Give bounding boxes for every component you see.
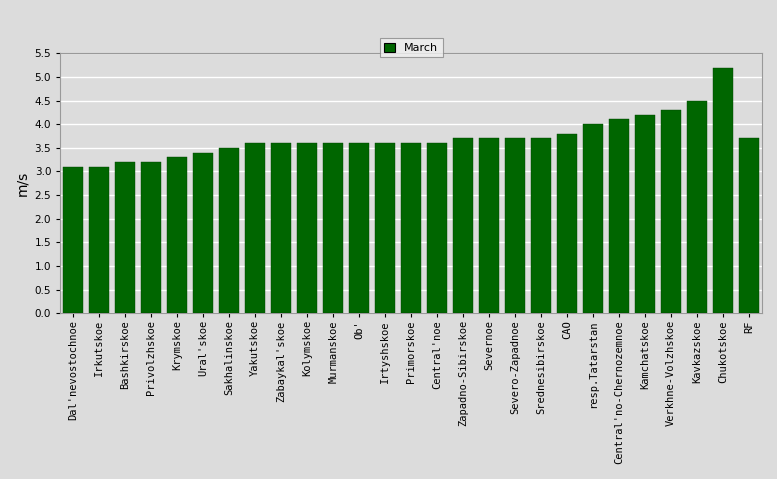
Bar bbox=[167, 157, 187, 313]
Bar bbox=[89, 167, 109, 313]
Bar bbox=[375, 143, 395, 313]
Bar bbox=[479, 138, 499, 313]
Bar bbox=[350, 143, 369, 313]
Bar bbox=[298, 143, 317, 313]
Bar bbox=[584, 124, 603, 313]
Bar bbox=[271, 143, 291, 313]
Bar bbox=[531, 138, 551, 313]
Bar bbox=[713, 68, 733, 313]
Bar bbox=[609, 119, 629, 313]
Bar bbox=[636, 115, 655, 313]
Bar bbox=[453, 138, 473, 313]
Bar bbox=[427, 143, 447, 313]
Bar bbox=[739, 138, 759, 313]
Bar bbox=[116, 162, 135, 313]
Y-axis label: m/s: m/s bbox=[15, 171, 29, 196]
Bar bbox=[246, 143, 265, 313]
Bar bbox=[557, 134, 577, 313]
Bar bbox=[323, 143, 343, 313]
Bar bbox=[402, 143, 421, 313]
Bar bbox=[688, 101, 707, 313]
Legend: March: March bbox=[380, 38, 443, 57]
Bar bbox=[661, 110, 681, 313]
Bar bbox=[193, 153, 213, 313]
Bar bbox=[505, 138, 524, 313]
Bar bbox=[141, 162, 161, 313]
Bar bbox=[219, 148, 239, 313]
Bar bbox=[64, 167, 83, 313]
